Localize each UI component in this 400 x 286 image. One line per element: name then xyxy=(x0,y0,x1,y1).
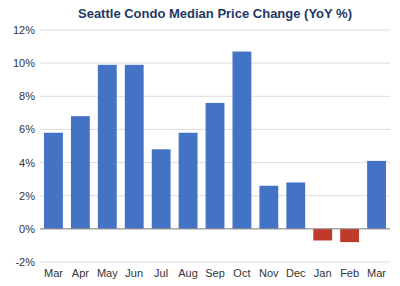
bar xyxy=(340,229,359,242)
grid-line xyxy=(40,262,390,263)
x-tick-label: Sep xyxy=(205,267,225,279)
grid-line xyxy=(40,228,390,229)
x-axis: Mar Apr May Jun Jul Aug Sep Oct Nov Dec Jan Feb Mar xyxy=(44,267,386,279)
x-tick-label: Aug xyxy=(178,267,198,279)
y-tick-label: -2% xyxy=(15,256,35,268)
x-tick-label: Mar xyxy=(44,267,63,279)
x-tick-label: Mar xyxy=(367,267,386,279)
x-tick-label: Oct xyxy=(233,267,250,279)
x-tick-label: Apr xyxy=(72,267,89,279)
bar xyxy=(313,229,332,241)
bar xyxy=(206,103,225,229)
x-tick-label: Jan xyxy=(314,267,332,279)
grid-line xyxy=(40,30,390,31)
bar xyxy=(152,149,171,229)
y-axis: -2% 0% 2% 4% 6% 8% 10% 12% xyxy=(13,24,35,268)
y-tick-label: 2% xyxy=(19,190,35,202)
bar xyxy=(367,161,386,229)
y-tick-label: 0% xyxy=(19,223,35,235)
bar xyxy=(179,133,198,229)
bars xyxy=(44,52,386,243)
x-tick-label: May xyxy=(97,267,118,279)
x-tick-label: Jun xyxy=(125,267,143,279)
bar xyxy=(259,186,278,229)
grid xyxy=(40,30,390,262)
y-tick-label: 10% xyxy=(13,57,35,69)
x-tick-label: Jul xyxy=(154,267,168,279)
y-tick-label: 8% xyxy=(19,90,35,102)
chart-container: Seattle Condo Median Price Change (YoY %… xyxy=(0,0,400,286)
x-tick-label: Dec xyxy=(286,267,306,279)
bar xyxy=(233,52,252,229)
bar xyxy=(125,65,144,229)
x-tick-label: Feb xyxy=(340,267,359,279)
chart-title: Seattle Condo Median Price Change (YoY %… xyxy=(78,6,352,21)
y-tick-label: 12% xyxy=(13,24,35,36)
grid-line xyxy=(40,96,390,97)
grid-line xyxy=(40,63,390,64)
x-tick-label: Nov xyxy=(259,267,279,279)
bar xyxy=(98,65,117,229)
y-tick-label: 6% xyxy=(19,123,35,135)
y-tick-label: 4% xyxy=(19,157,35,169)
bar xyxy=(44,133,63,229)
bar xyxy=(71,116,90,229)
bar xyxy=(286,182,305,228)
baseline xyxy=(40,228,390,229)
chart-svg: Seattle Condo Median Price Change (YoY %… xyxy=(0,0,400,286)
